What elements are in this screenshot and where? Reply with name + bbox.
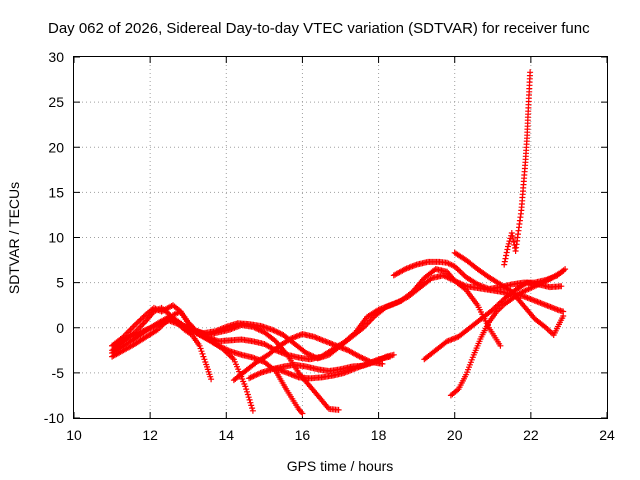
x-tick-label: 24 bbox=[599, 427, 615, 443]
x-tick-label: 18 bbox=[371, 427, 387, 443]
series-track-9 bbox=[272, 353, 393, 382]
y-tick-label: 30 bbox=[48, 49, 64, 65]
y-tick-label: 5 bbox=[56, 275, 64, 291]
y-tick-label: 15 bbox=[48, 184, 64, 200]
y-axis-label: SDTVAR / TECUs bbox=[6, 182, 22, 294]
x-tick-label: 16 bbox=[295, 427, 311, 443]
x-tick-label: 14 bbox=[218, 427, 234, 443]
x-tick-label: 10 bbox=[66, 427, 82, 443]
plus-markers bbox=[451, 249, 567, 338]
series-track-12 bbox=[421, 279, 565, 363]
y-tick-label: -5 bbox=[52, 365, 65, 381]
data-series bbox=[109, 69, 569, 417]
plus-markers bbox=[501, 69, 534, 268]
plus-markers bbox=[421, 279, 565, 363]
plus-markers bbox=[447, 267, 567, 399]
y-tick-label: 0 bbox=[56, 320, 64, 336]
y-tick-label: 25 bbox=[48, 94, 64, 110]
y-tick-label: 20 bbox=[48, 139, 64, 155]
axis-ticks: 10 12 14 16 18 20 22 24 -10 -5 0 5 10 15 20 25 30 bbox=[44, 49, 615, 443]
x-tick-label: 22 bbox=[523, 427, 539, 443]
series-track-7 bbox=[230, 331, 386, 384]
x-tick-label: 12 bbox=[142, 427, 158, 443]
plus-markers bbox=[230, 331, 386, 384]
series-track-13 bbox=[447, 267, 567, 399]
y-tick-label: -10 bbox=[44, 410, 64, 426]
plot-frame bbox=[73, 56, 608, 419]
plus-markers bbox=[272, 353, 393, 382]
y-tick-label: 10 bbox=[48, 230, 64, 246]
series-track-14 bbox=[501, 69, 534, 268]
chart-title: Day 062 of 2026, Sidereal Day-to-day VTE… bbox=[48, 20, 590, 37]
series-track-11 bbox=[451, 249, 567, 338]
x-tick-label: 20 bbox=[447, 427, 463, 443]
x-axis-label: GPS time / hours bbox=[287, 458, 394, 474]
